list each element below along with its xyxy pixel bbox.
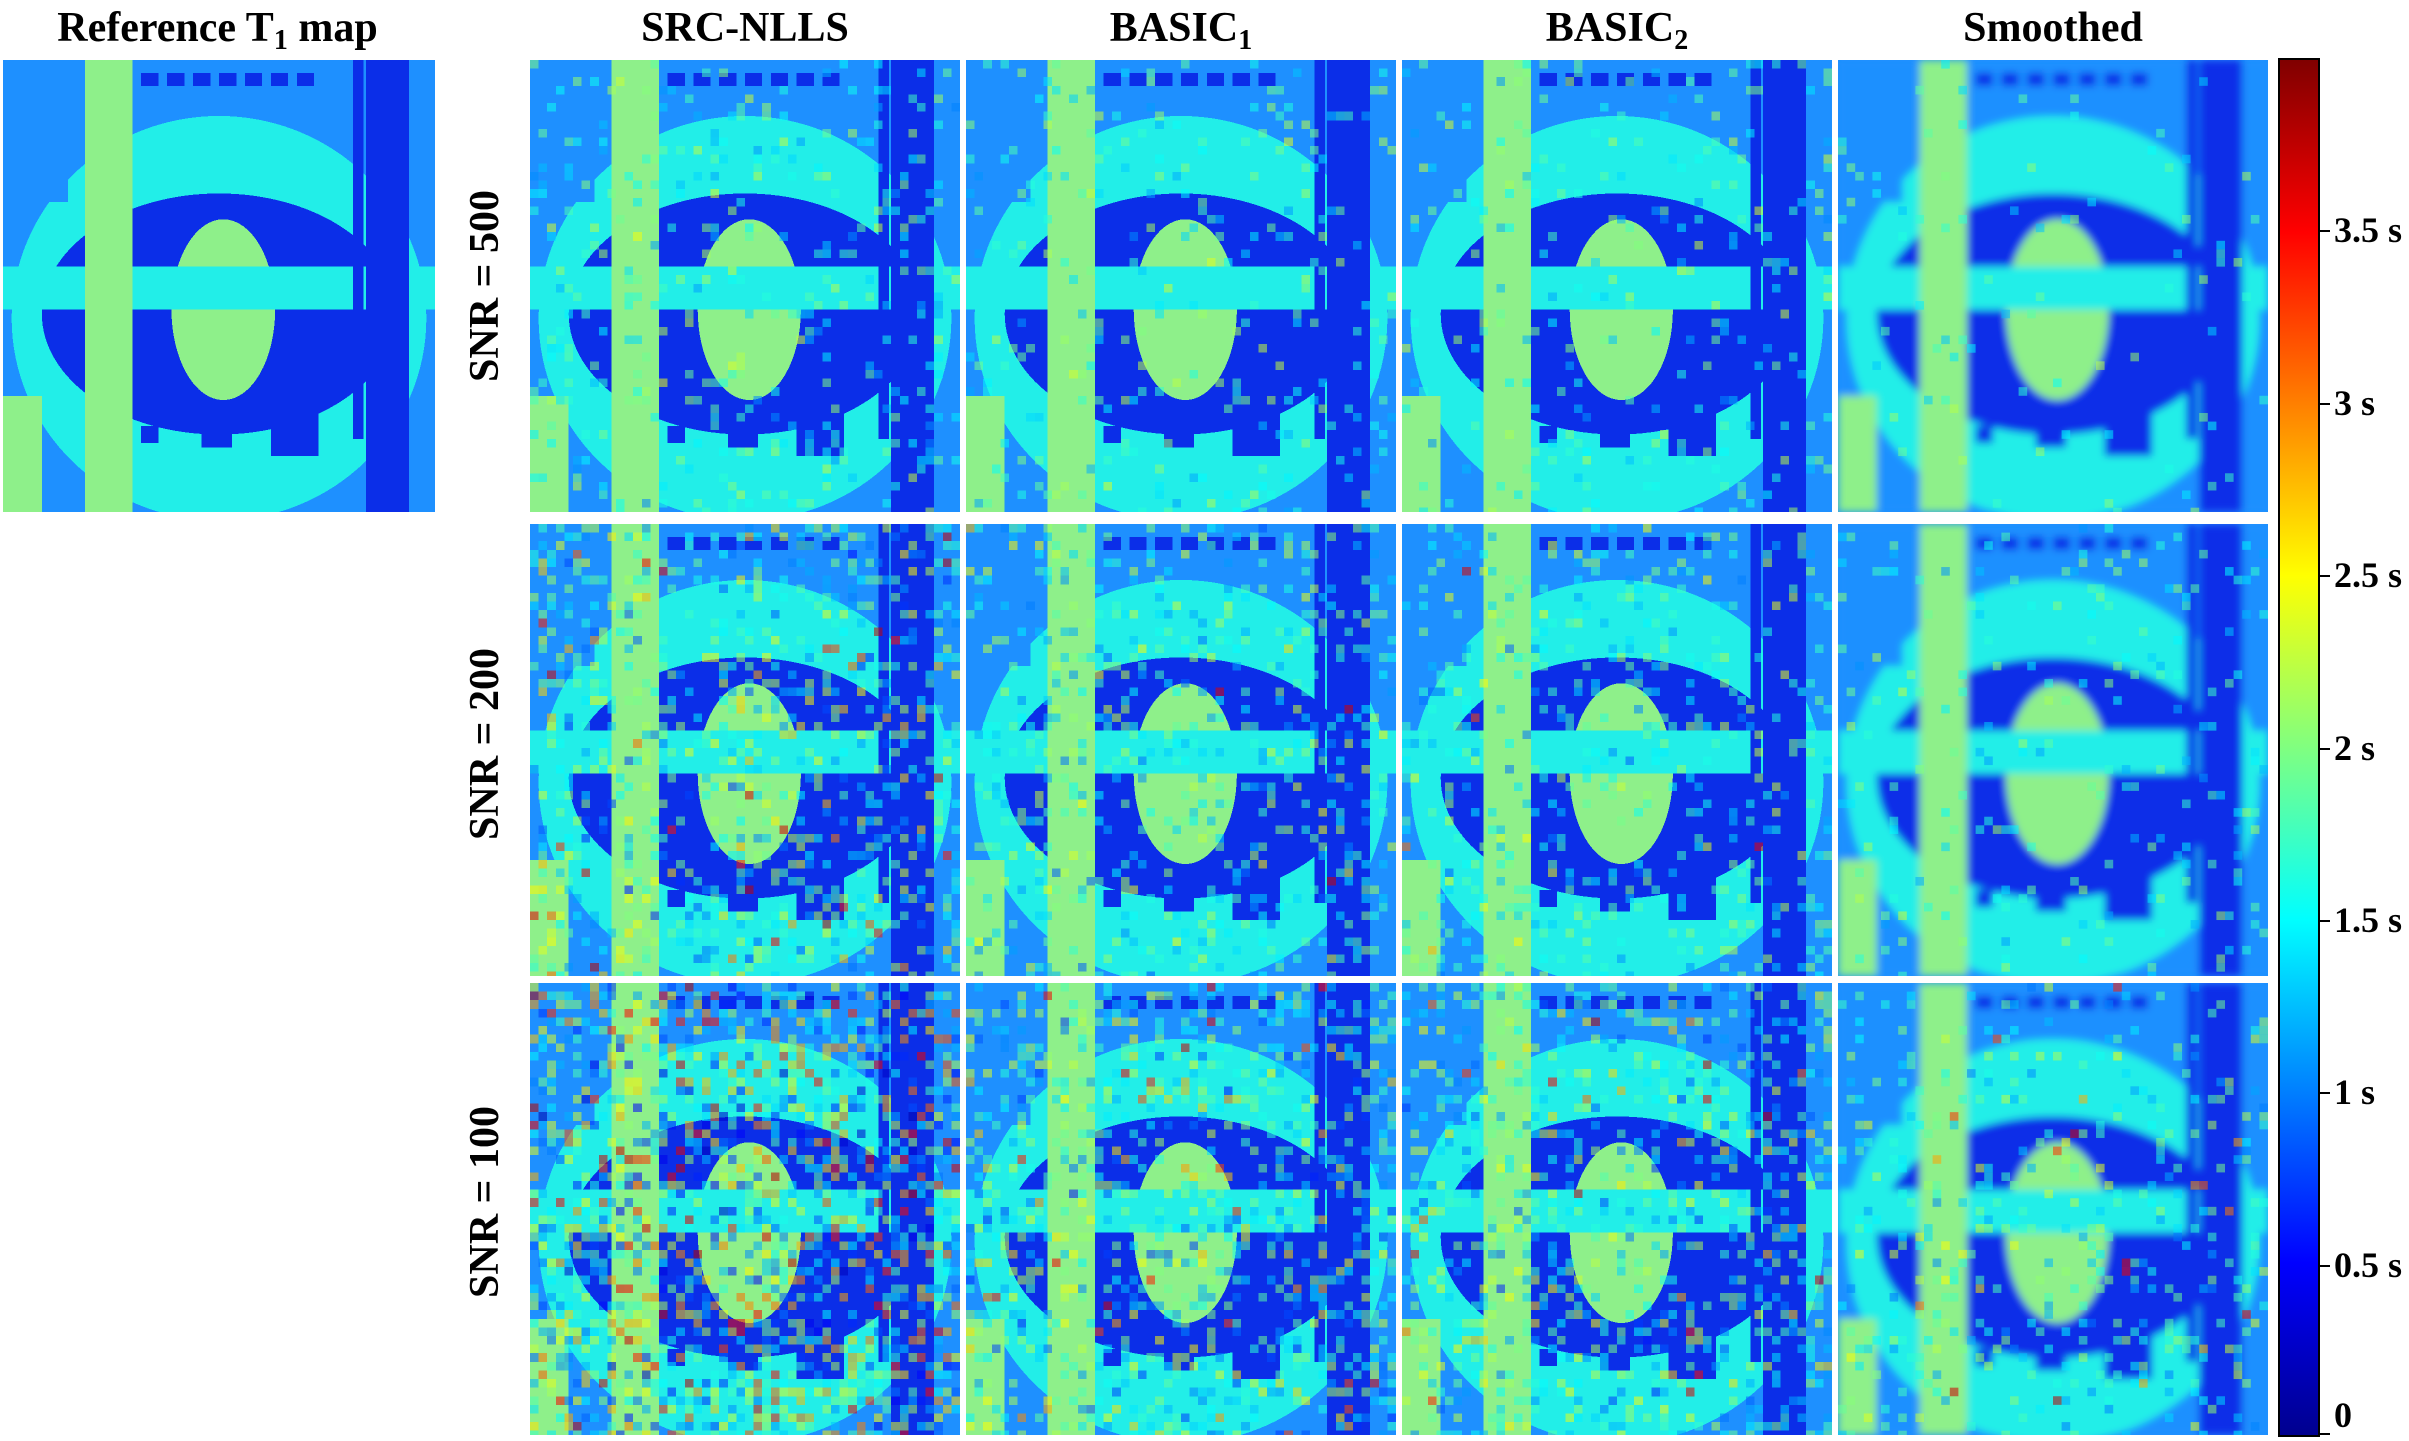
phantom-image: [1402, 60, 1832, 512]
map-basic1-snr-200: [966, 524, 1396, 976]
phantom-image: [1402, 524, 1832, 976]
reference-title-subscript: 1: [273, 25, 288, 56]
map-src-nlls-snr-500: [530, 60, 960, 512]
phantom-image: [1402, 983, 1832, 1435]
column-title-text: BASIC: [1545, 5, 1675, 51]
map-smoothed-snr-200: [1838, 524, 2268, 976]
colorbar-tick-label: 1 s: [2334, 1072, 2376, 1113]
map-src-nlls-snr-200: [530, 524, 960, 976]
column-title-src-nlls: SRC-NLLS: [530, 0, 960, 56]
colorbar-tick-label: 3 s: [2334, 382, 2376, 423]
reference-title-main: Reference T: [57, 5, 274, 51]
map-basic2-snr-100: [1402, 983, 1832, 1435]
colorbar-tick-label: 1.5 s: [2334, 899, 2403, 940]
column-title-subscript: 1: [1238, 25, 1253, 56]
phantom-image: [966, 983, 1396, 1435]
phantom-image: [530, 60, 960, 512]
map-smoothed-snr-100: [1838, 983, 2268, 1435]
colorbar-tick: [2320, 230, 2330, 233]
column-title-text: SRC-NLLS: [641, 5, 849, 51]
map-smoothed-snr-500: [1838, 60, 2268, 512]
phantom-image: [1838, 60, 2268, 512]
colorbar-tick-label: 2.5 s: [2334, 555, 2403, 596]
colorbar-tick: [2320, 1264, 2330, 1267]
colorbar-tick-label: 2 s: [2334, 727, 2376, 768]
colorbar-tick: [2320, 747, 2330, 750]
colorbar-tick: [2320, 919, 2330, 922]
phantom-image: [530, 524, 960, 976]
colorbar: [2278, 58, 2320, 1437]
phantom-image: [1838, 524, 2268, 976]
reference-t1-map: [3, 60, 435, 512]
colorbar-tick: [2320, 575, 2330, 578]
map-basic2-snr-500: [1402, 60, 1832, 512]
phantom-image: [1838, 983, 2268, 1435]
colorbar-tick-label: 3.5 s: [2334, 210, 2403, 251]
reference-title: Reference T1 map: [0, 0, 435, 56]
column-title-text: BASIC: [1109, 5, 1239, 51]
map-basic1-snr-100: [966, 983, 1396, 1435]
colorbar-tick-label: 0.5 s: [2334, 1244, 2403, 1285]
row-label-snr-200: SNR = 200: [462, 648, 508, 840]
phantom-image: [3, 60, 435, 512]
colorbar-tick: [2320, 1433, 2330, 1435]
column-title-subscript: 2: [1674, 25, 1689, 56]
colorbar-tick: [2320, 402, 2330, 405]
map-basic2-snr-200: [1402, 524, 1832, 976]
phantom-image: [966, 524, 1396, 976]
map-basic1-snr-500: [966, 60, 1396, 512]
reference-title-suffix: map: [287, 5, 378, 51]
column-title-text: Smoothed: [1963, 5, 2143, 51]
row-label-snr-500: SNR = 500: [462, 190, 508, 382]
map-src-nlls-snr-100: [530, 983, 960, 1435]
column-title-basic1: BASIC1: [966, 0, 1396, 56]
column-title-smoothed: Smoothed: [1838, 0, 2268, 56]
row-label-snr-100: SNR = 100: [462, 1106, 508, 1298]
phantom-image: [966, 60, 1396, 512]
column-title-basic2: BASIC2: [1402, 0, 1832, 56]
colorbar-tick-label: 0: [2334, 1395, 2352, 1435]
phantom-image: [530, 983, 960, 1435]
colorbar-tick: [2320, 1092, 2330, 1095]
